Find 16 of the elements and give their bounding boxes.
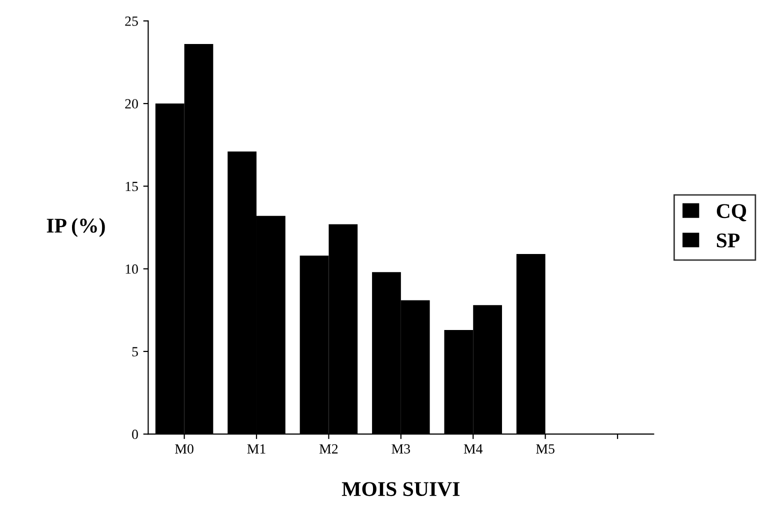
y-tick-label: 15 <box>126 182 138 192</box>
x-axis-title: MOIS SUIVI <box>342 482 460 496</box>
y-axis-title: IP (%) <box>46 218 105 237</box>
x-tick-label: M1 <box>247 444 266 454</box>
legend-label: SP <box>716 234 740 248</box>
x-tick-label: M4 <box>464 444 483 454</box>
y-tick-label: 25 <box>125 16 138 26</box>
x-tick-label: M0 <box>175 444 194 454</box>
x-tick-label: M5 <box>536 444 554 454</box>
y-tick-label: 5 <box>132 347 138 356</box>
x-tick-label: M3 <box>392 444 410 454</box>
y-tick-label: 10 <box>126 264 138 274</box>
y-tick-label: 20 <box>125 99 138 109</box>
y-tick-label: 0 <box>132 430 138 440</box>
legend-label: CQ <box>716 204 746 222</box>
x-tick-label: M2 <box>319 444 338 454</box>
